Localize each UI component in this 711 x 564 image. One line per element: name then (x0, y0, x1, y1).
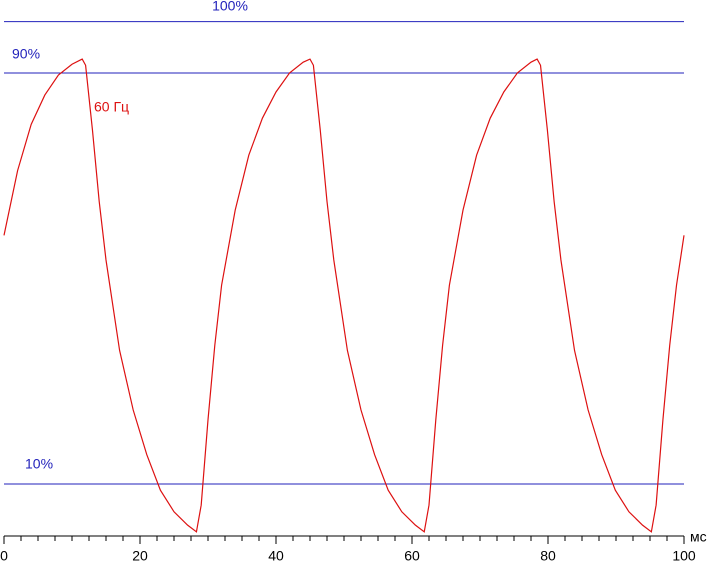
x-tick-label: 20 (132, 548, 148, 564)
x-tick-label: 0 (0, 548, 8, 564)
x-tick-label: 80 (540, 548, 556, 564)
x-tick-label: 100 (672, 548, 696, 564)
x-axis-label: мс (690, 529, 707, 545)
x-tick-label: 60 (404, 548, 420, 564)
x-tick-label: 40 (268, 548, 284, 564)
line (3, 58, 685, 533)
annotation: 60 Гц (94, 99, 129, 115)
y-tick-label: 100% (212, 0, 248, 14)
y-tick-label: 90% (12, 46, 40, 62)
y-tick-label: 10% (25, 456, 53, 472)
